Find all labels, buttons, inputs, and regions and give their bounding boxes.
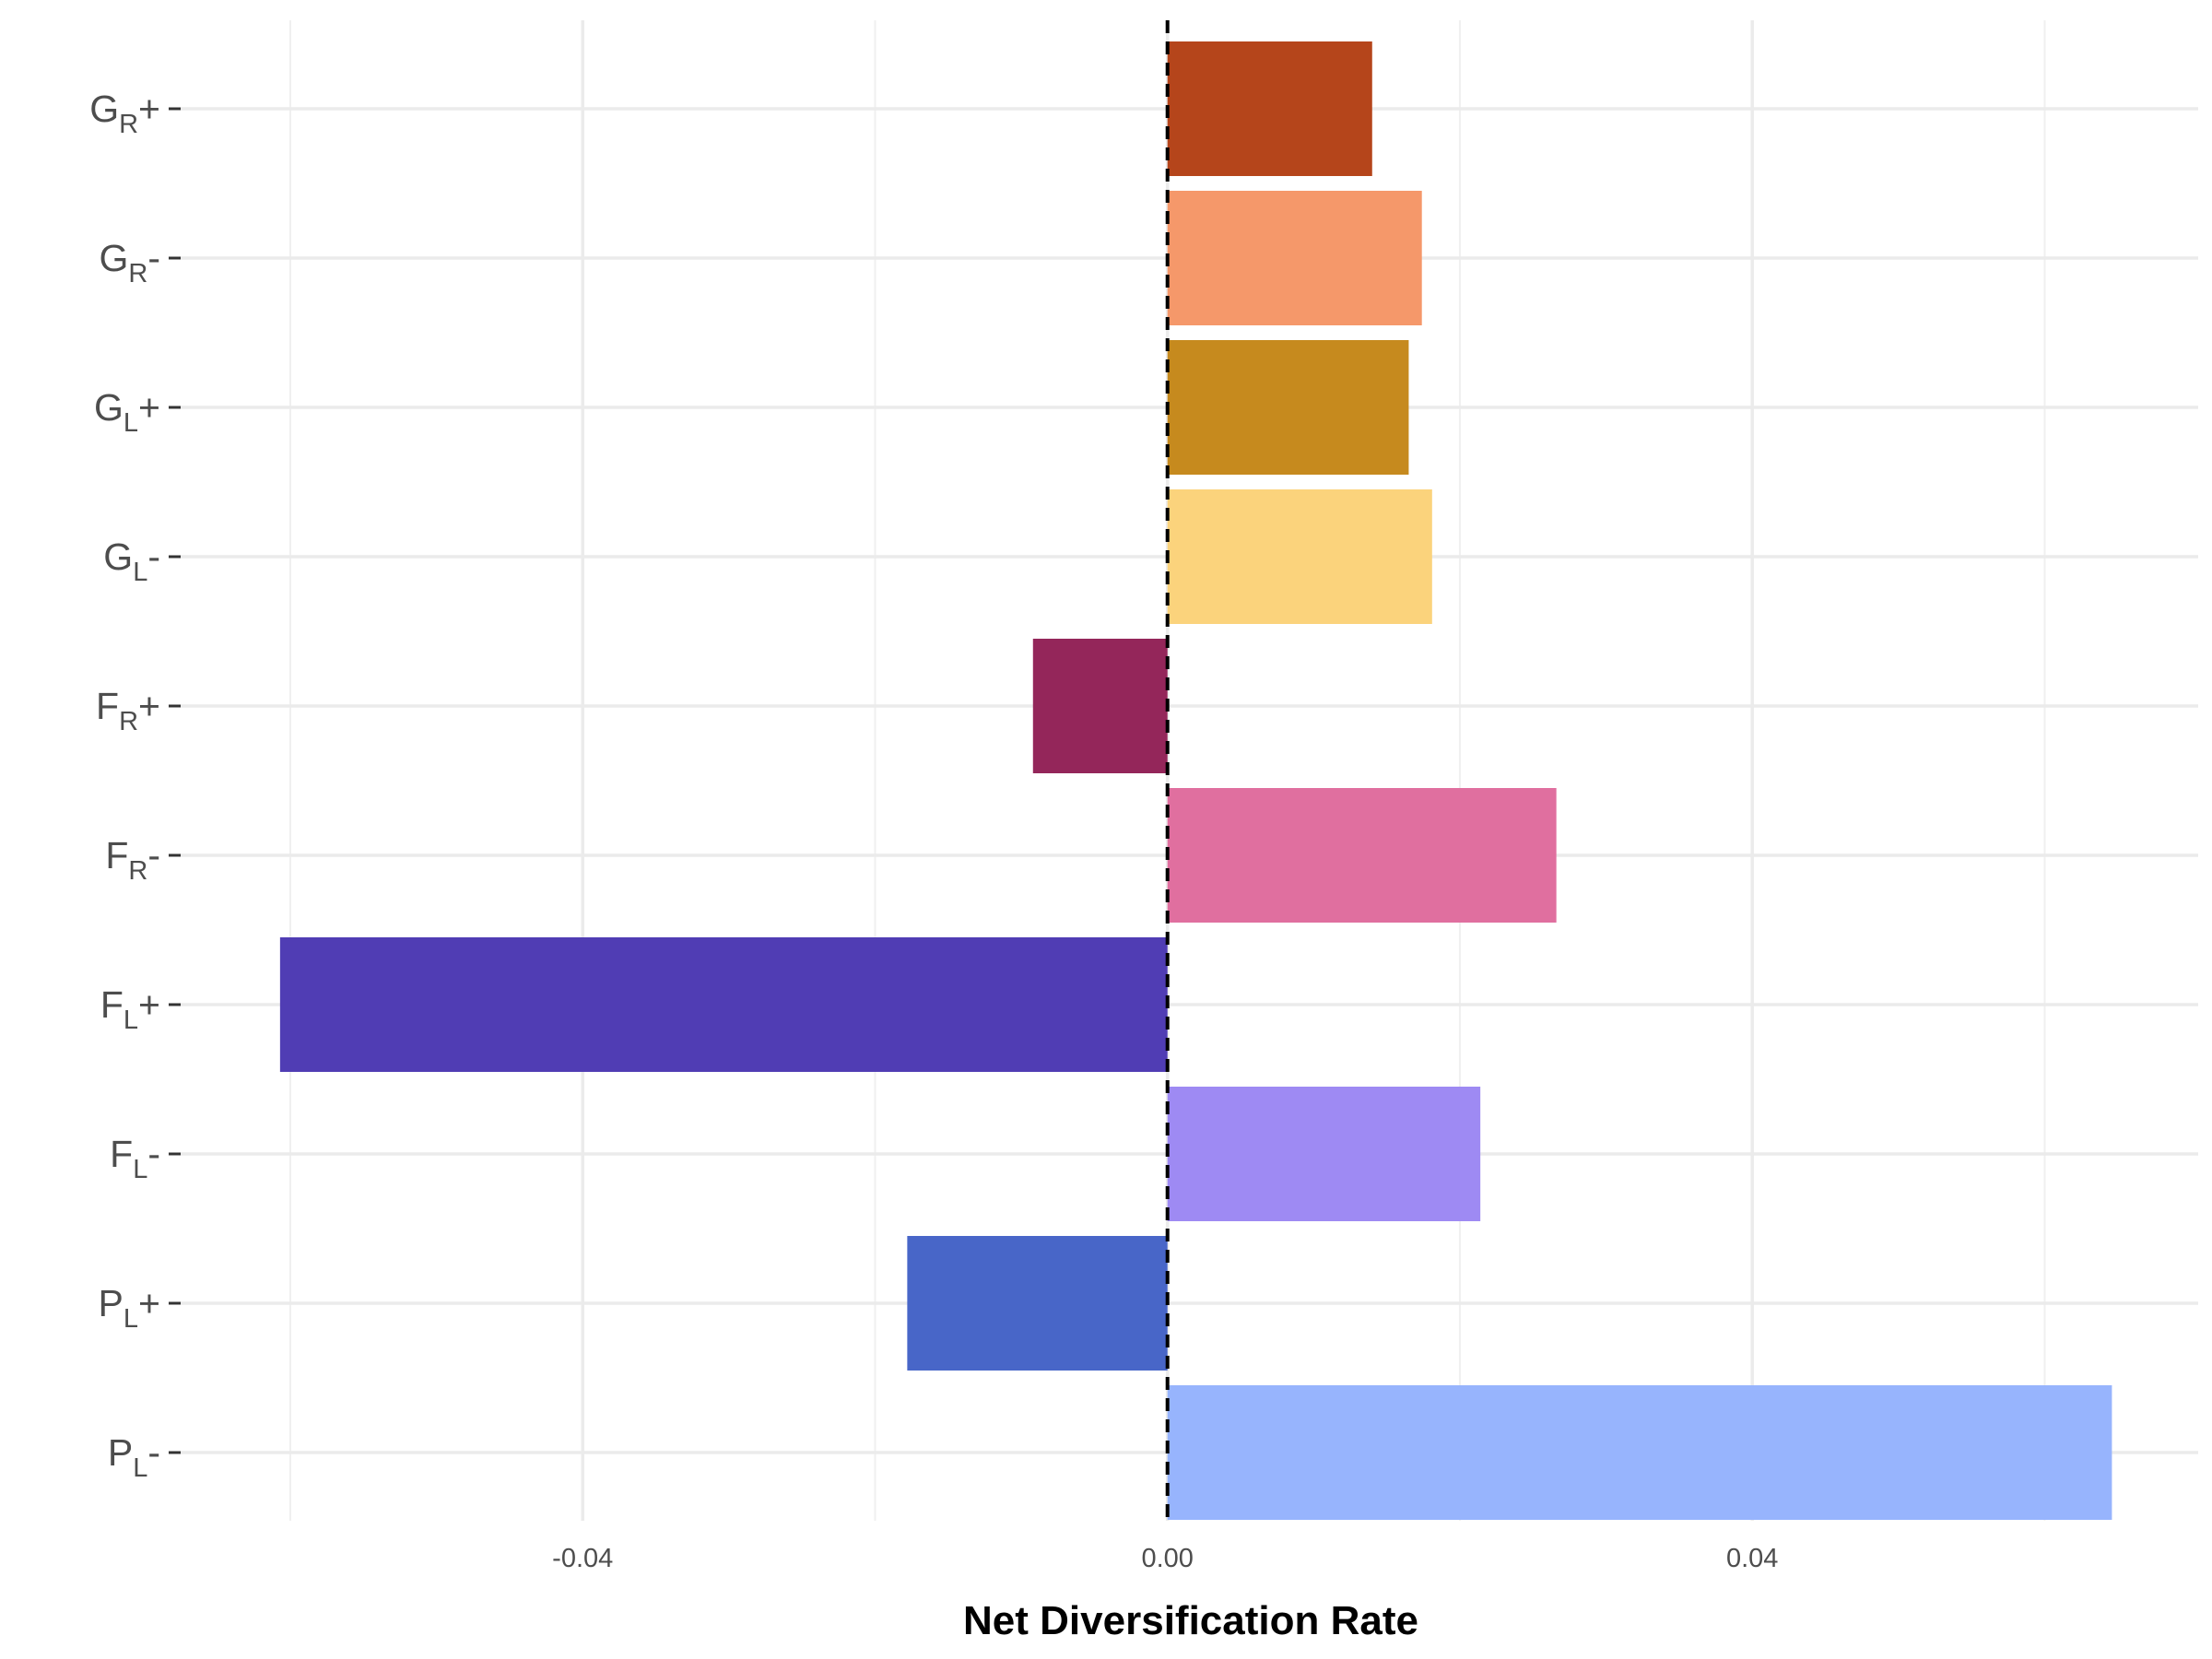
- bar-FL+: [279, 937, 1168, 1072]
- y-label-base: P: [108, 1431, 133, 1474]
- bar-GR-: [1167, 191, 1422, 325]
- y-label-GL-: GL-: [103, 535, 160, 587]
- y-label-suffix: +: [138, 1282, 160, 1324]
- x-tick-label-2: 0.04: [1726, 1544, 1778, 1573]
- y-label-suffix: +: [138, 685, 160, 727]
- bar-FR+: [1032, 639, 1168, 773]
- y-label-GR-: GR-: [99, 237, 160, 288]
- y-label-FR-: FR-: [105, 834, 160, 886]
- bar-GL-: [1167, 489, 1432, 624]
- y-label-subscript: L: [133, 558, 147, 587]
- bars: [279, 41, 2112, 1520]
- y-label-FL-: FL-: [110, 1133, 160, 1184]
- bar-PL-: [1167, 1385, 2112, 1520]
- bar-FL-: [1167, 1087, 1481, 1221]
- y-label-base: F: [96, 685, 119, 727]
- y-label-FL+: FL+: [100, 983, 160, 1035]
- y-label-subscript: L: [124, 1006, 138, 1035]
- y-label-subscript: L: [124, 1304, 138, 1334]
- y-label-suffix: -: [147, 1133, 160, 1175]
- y-label-suffix: +: [138, 386, 160, 429]
- y-label-base: F: [100, 983, 124, 1026]
- y-label-FR+: FR+: [96, 685, 160, 736]
- bar-GR+: [1167, 41, 1372, 176]
- x-axis-ticks: -0.04 0.00 0.04: [552, 1544, 1778, 1573]
- y-label-base: G: [103, 535, 133, 578]
- y-label-base: G: [99, 237, 128, 279]
- bar-FR-: [1167, 788, 1557, 923]
- y-label-subscript: L: [133, 1155, 147, 1184]
- y-label-subscript: R: [128, 856, 147, 886]
- bar-PL+: [907, 1236, 1168, 1371]
- y-label-GL+: GL+: [94, 386, 160, 438]
- y-label-suffix: -: [147, 834, 160, 877]
- y-label-suffix: -: [147, 1431, 160, 1474]
- y-label-base: F: [110, 1133, 133, 1175]
- y-label-GR+: GR+: [89, 88, 160, 139]
- y-label-suffix: -: [147, 535, 160, 578]
- y-label-base: F: [105, 834, 128, 877]
- y-label-base: G: [89, 88, 119, 130]
- y-label-subscript: R: [119, 707, 138, 736]
- x-tick-label-0: -0.04: [552, 1544, 613, 1573]
- y-label-suffix: +: [138, 88, 160, 130]
- y-label-suffix: -: [147, 237, 160, 279]
- y-label-subscript: L: [124, 408, 138, 438]
- y-axis-labels: GR+GR-GL+GL-FR+FR-FL+FL-PL+PL-: [89, 88, 181, 1483]
- x-axis-title: Net Diversification Rate: [963, 1598, 1418, 1643]
- bar-GL+: [1167, 340, 1409, 475]
- y-label-PL-: PL-: [108, 1431, 160, 1483]
- y-label-PL+: PL+: [99, 1282, 160, 1334]
- y-label-base: P: [99, 1282, 124, 1324]
- y-label-subscript: L: [133, 1453, 147, 1483]
- y-label-base: G: [94, 386, 124, 429]
- y-label-subscript: R: [119, 110, 138, 139]
- y-label-subscript: R: [128, 259, 147, 288]
- y-label-suffix: +: [138, 983, 160, 1026]
- x-tick-label-1: 0.00: [1141, 1544, 1193, 1573]
